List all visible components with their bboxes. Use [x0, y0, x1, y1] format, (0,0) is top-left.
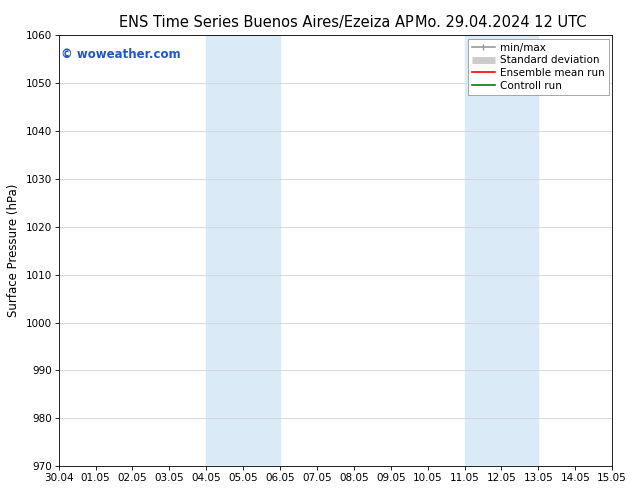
- Text: © woweather.com: © woweather.com: [61, 49, 181, 61]
- Legend: min/max, Standard deviation, Ensemble mean run, Controll run: min/max, Standard deviation, Ensemble me…: [468, 39, 609, 95]
- Text: Mo. 29.04.2024 12 UTC: Mo. 29.04.2024 12 UTC: [415, 15, 586, 30]
- Y-axis label: Surface Pressure (hPa): Surface Pressure (hPa): [7, 184, 20, 318]
- Bar: [465, 35, 538, 466]
- Bar: [206, 35, 280, 466]
- Text: ENS Time Series Buenos Aires/Ezeiza AP: ENS Time Series Buenos Aires/Ezeiza AP: [119, 15, 413, 30]
